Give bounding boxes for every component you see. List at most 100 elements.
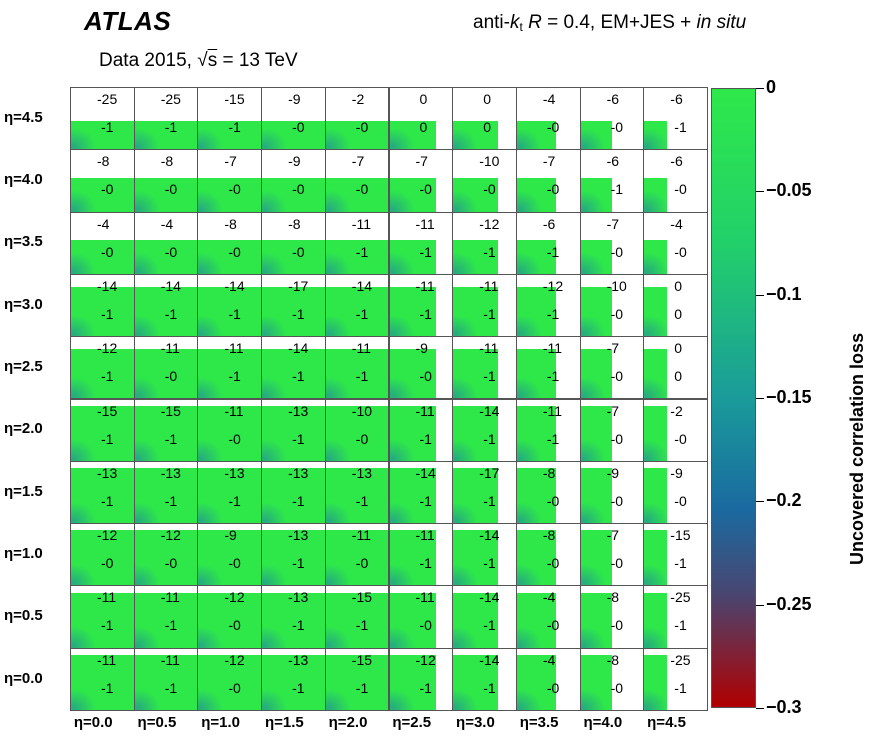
cell-top-value: -11 — [160, 651, 180, 668]
heatmap-cell: -7 -0 — [197, 149, 263, 213]
heatmap-cell: -13 -1 — [261, 460, 326, 525]
cell-top-value: -7 — [606, 527, 620, 544]
heatmap-cell: -7 -0 — [515, 149, 581, 213]
cell-top-value: -17 — [288, 277, 309, 294]
x-tick-label: η=3.5 — [519, 714, 559, 731]
cell-bottom-value: -0 — [228, 679, 241, 696]
cell-top-value: -8 — [288, 215, 301, 232]
cell-bottom-value: -1 — [355, 305, 369, 322]
cell-shade — [134, 252, 160, 274]
dataset-s: s — [207, 50, 218, 71]
cell-bottom-value: -0 — [292, 119, 305, 135]
cell-top-value: -14 — [479, 527, 500, 544]
cell-bottom-value: -1 — [419, 679, 432, 696]
heatmap-cell: -11 -1 — [515, 398, 581, 462]
jet-prefix: anti- — [473, 12, 510, 33]
cell-shade — [71, 190, 97, 212]
cell-shade — [516, 252, 542, 274]
cell-top-value: -14 — [351, 277, 373, 294]
cell-top-value: -13 — [224, 464, 245, 481]
cell-bottom-value: -1 — [101, 119, 114, 135]
heatmap-cell: -14 -1 — [324, 273, 390, 338]
cell-shade — [453, 563, 479, 586]
cell-top-value: -14 — [160, 277, 181, 294]
cell-bottom-value: 0 — [674, 305, 683, 322]
cell-top-value: -7 — [351, 153, 365, 170]
cell-shade — [453, 252, 479, 274]
heatmap-cell: -9 -0 — [388, 336, 454, 400]
cell-bottom-value: -0 — [228, 181, 241, 198]
cell-top-value: -12 — [97, 527, 118, 544]
cell-bottom-value: -0 — [610, 368, 624, 385]
heatmap-cell: -13 -1 — [261, 523, 326, 587]
cell-top-value: -11 — [224, 402, 244, 419]
heatmap-cell: -13 -1 — [133, 460, 199, 525]
cell-top-value: -4 — [670, 215, 683, 232]
cell-bottom-value: -1 — [101, 368, 114, 385]
cell-shade — [580, 439, 606, 461]
heatmap-cell: -15 -1 — [70, 398, 135, 462]
cell-bottom-value: -1 — [546, 368, 560, 385]
cell-top-value: -11 — [351, 527, 371, 544]
heatmap-cell: -14 -1 — [452, 585, 517, 649]
cell-shade — [453, 439, 479, 461]
cell-top-value: -11 — [415, 402, 435, 419]
heatmap-cell: -11 -1 — [388, 273, 454, 338]
dataset-prefix: Data 2015, — [99, 50, 198, 71]
cell-bottom-value: -0 — [674, 492, 687, 509]
cell-bottom-value: -0 — [292, 181, 305, 198]
heatmap-cell: -25 -1 — [70, 87, 135, 151]
cell-shade — [580, 501, 606, 524]
cell-bottom-value: -1 — [674, 617, 687, 634]
cell-bottom-value: -0 — [674, 243, 687, 260]
cell-bottom-value: -1 — [419, 492, 432, 509]
cell-top-value: -13 — [288, 464, 309, 481]
y-tick-label: η=1.5 — [4, 482, 43, 500]
cell-top-value: -11 — [415, 215, 435, 232]
cell-shade — [325, 314, 351, 337]
cell-bottom-value: -0 — [101, 243, 114, 260]
experiment-label: ATLAS — [84, 6, 172, 36]
cell-bottom-value: -0 — [610, 305, 624, 322]
cell-shade — [262, 501, 288, 524]
cell-shade — [389, 252, 415, 274]
heatmap-cell: -11 -1 — [70, 585, 135, 649]
cell-bottom-value: -1 — [164, 679, 178, 696]
x-tick-label: η=0.5 — [137, 714, 177, 731]
cell-shade — [262, 127, 288, 150]
cell-top-value: -15 — [351, 589, 373, 606]
cell-bottom-value: -1 — [483, 243, 496, 260]
cell-shade — [198, 501, 224, 524]
cell-shade — [325, 252, 351, 274]
cell-bottom-value: -0 — [546, 492, 560, 509]
cell-bottom-value: -0 — [164, 368, 178, 385]
cell-top-value: -7 — [542, 153, 556, 170]
cell-bottom-value: -0 — [164, 181, 178, 198]
cell-shade — [389, 563, 415, 586]
heatmap-cell: -11 -1 — [324, 211, 390, 275]
colorbar-tick — [756, 708, 764, 709]
heatmap-cell: -11 -1 — [70, 647, 135, 711]
cell-top-value: -6 — [670, 91, 683, 107]
cell-bottom-value: -0 — [546, 679, 560, 696]
y-tick-label: η=4.0 — [4, 171, 43, 189]
cell-top-value: -9 — [415, 340, 428, 357]
heatmap-cell: -11 -1 — [452, 336, 517, 400]
cell-shade — [389, 688, 415, 710]
heatmap-cell: -13 -1 — [197, 460, 263, 525]
cell-top-value: -9 — [288, 153, 301, 170]
heatmap-cell: -4 -0 — [515, 87, 581, 151]
cell-top-value: -11 — [97, 651, 117, 668]
cell-shade — [516, 688, 542, 710]
jet-radius-symbol: R — [528, 12, 542, 33]
cell-bottom-value: -0 — [228, 243, 241, 260]
heatmap-cell: -7 -0 — [579, 398, 645, 462]
cell-shade — [580, 314, 606, 337]
cell-top-value: -14 — [415, 464, 436, 481]
cell-shade — [325, 127, 351, 150]
cell-shade — [453, 314, 479, 337]
cell-shade — [71, 314, 97, 337]
cell-top-value: -8 — [224, 215, 237, 232]
